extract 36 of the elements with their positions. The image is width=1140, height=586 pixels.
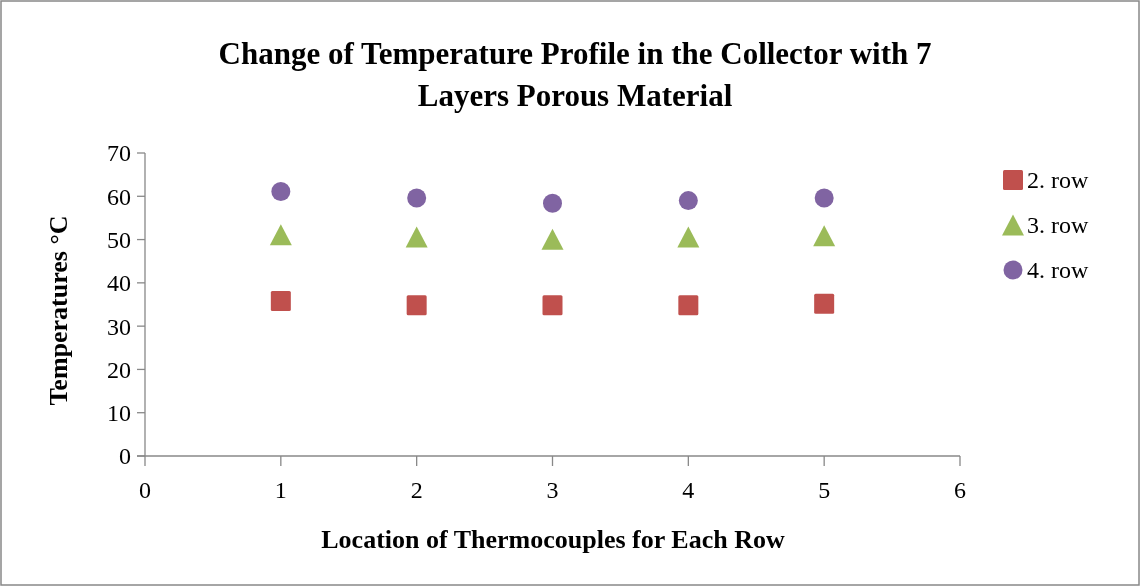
point [405, 226, 428, 248]
point [269, 224, 292, 246]
x-tick-label: 5 [818, 477, 831, 503]
y-tick-label: 10 [107, 400, 131, 427]
point [677, 226, 700, 248]
point [813, 225, 836, 247]
point [814, 188, 834, 208]
point [406, 295, 427, 316]
x-tick-label: 2 [410, 477, 423, 503]
point [541, 228, 564, 250]
y-tick-label: 70 [107, 140, 131, 167]
point [271, 182, 291, 202]
point [814, 293, 835, 314]
point [542, 295, 563, 316]
x-tick-label: 1 [274, 477, 287, 503]
x-tick-label: 0 [139, 477, 151, 503]
legend-label: 3. row [1027, 212, 1089, 239]
y-tick-label: 60 [107, 183, 131, 210]
y-axis-title: Temperatures °C [44, 215, 73, 406]
y-tick-label: 40 [107, 270, 131, 297]
x-tick-label: 3 [546, 477, 559, 503]
point [678, 295, 699, 316]
chart-title: Change of Temperature Profile in the Collector with 7 Layers Porous Material [218, 36, 932, 113]
x-axis-title: Location of Thermocouples for Each Row [321, 525, 785, 554]
y-tick-label: 50 [107, 226, 131, 253]
x-tick-label: 6 [954, 477, 966, 503]
x-tick-label: 4 [682, 477, 695, 503]
y-tick-label: 30 [107, 313, 131, 340]
legend-label: 4. row [1027, 257, 1089, 284]
point [270, 291, 291, 312]
y-tick-label: 0 [119, 443, 131, 470]
point [543, 193, 562, 213]
legend-label: 2. row [1027, 167, 1089, 194]
y-tick-label: 20 [107, 356, 131, 383]
point [407, 188, 427, 208]
point [678, 191, 698, 211]
